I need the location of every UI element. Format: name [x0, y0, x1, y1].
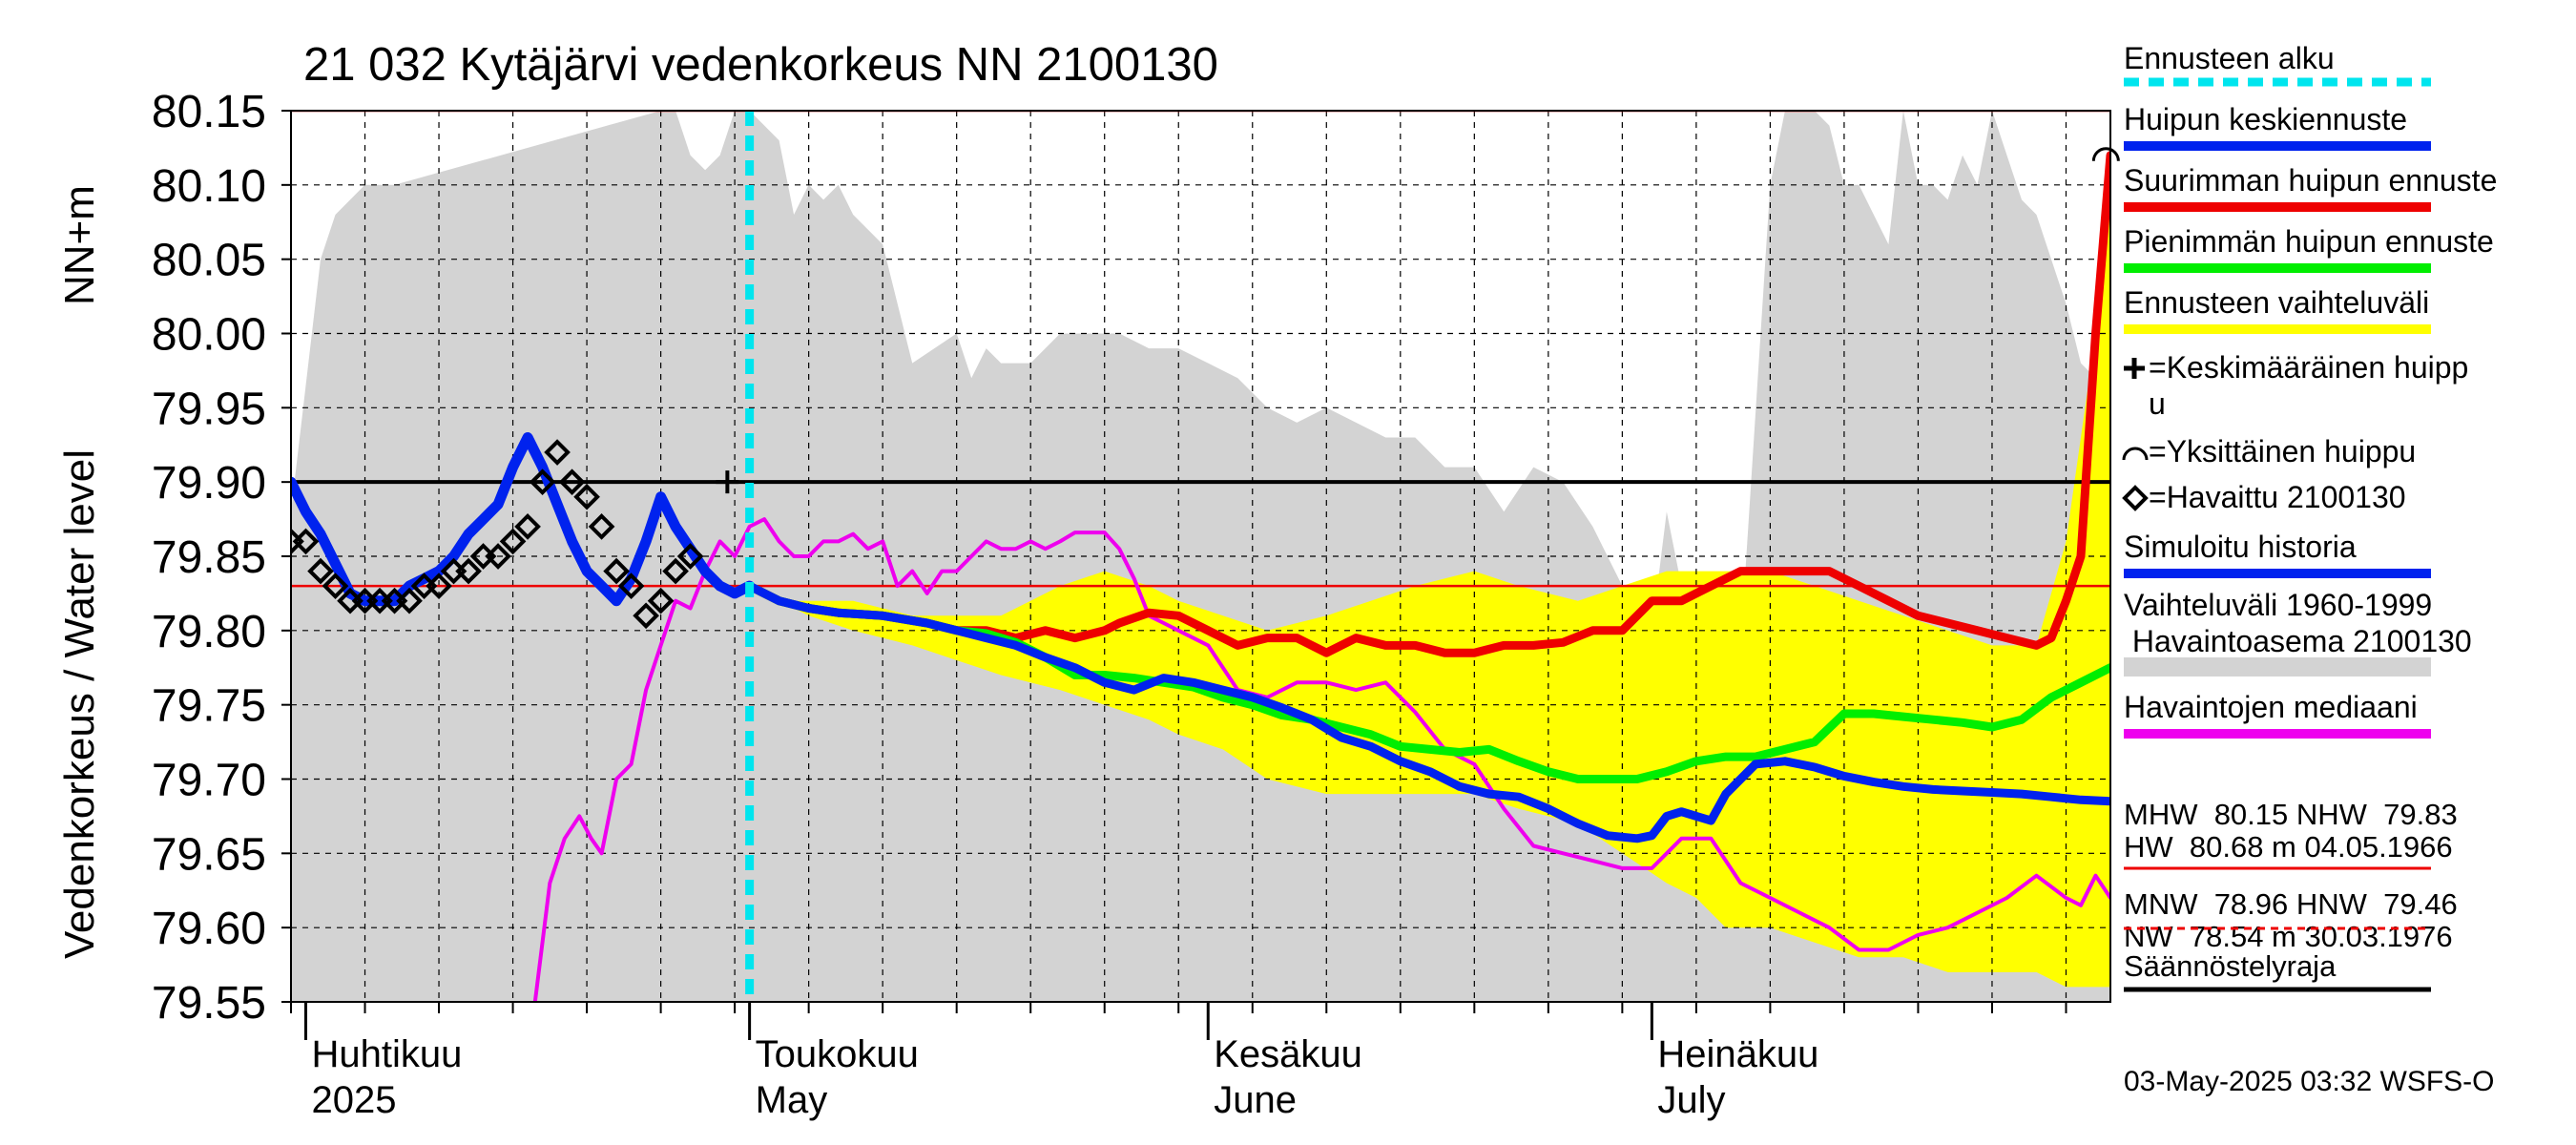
mean-peak-marker: [716, 470, 739, 494]
axes: 80.15 80.10 80.05 80.00 79.95 79.90 79.85 79.80…: [152, 87, 2111, 1121]
legend-havaittu-2100130-swatch: [2122, 485, 2149, 511]
observed-point: [603, 557, 630, 585]
observed-point: [662, 557, 689, 585]
month-label-fi: Kesäkuu: [1214, 1033, 1362, 1075]
y-tick-label: 79.90: [152, 458, 266, 509]
month-label-en: July: [1657, 1079, 1725, 1121]
y-axis-label: Vedenkorkeus / Water level: [56, 449, 103, 959]
legend-suurimman-huipun-ennuste-label: Suurimman huipun ennuste: [2124, 163, 2497, 198]
legend-vaihteluv-li-1960-1999-label: Vaihteluväli 1960-1999: [2124, 588, 2432, 622]
single-peak-marker: [2091, 147, 2120, 161]
observed-point: [558, 468, 586, 495]
legend-yksitt-inen-huippu-label: =Yksittäinen huippu: [2149, 434, 2416, 468]
month-label-fi: Huhtikuu: [312, 1033, 463, 1075]
legend-keskim-r-inen-huipp-swatch: [2124, 358, 2145, 379]
observed-point: [514, 513, 541, 540]
legend-havaittu-2100130-label: =Havaittu 2100130: [2149, 480, 2406, 514]
legend: Ennusteen alku Huipun keskiennuste Suurimm…: [2122, 41, 2497, 739]
y-tick-label: 80.15: [152, 87, 266, 137]
y-tick-label: 80.10: [152, 161, 266, 212]
y-tick-label: 80.05: [152, 236, 266, 286]
legend-yksitt-inen-huippu-swatch: [2122, 447, 2149, 461]
observed-point: [485, 543, 511, 570]
observed-point: [633, 602, 659, 630]
series-havaintojen-mediaani: [532, 517, 2110, 1002]
stats-hw: HW 80.68 m 04.05.1966: [2124, 830, 2453, 864]
legend-huipun-keskiennuste-label: Huipun keskiennuste: [2124, 102, 2407, 136]
legend-keskim-r-inen-huipp-label-2: u: [2149, 386, 2166, 421]
observed-point: [529, 468, 556, 495]
legend-ennusteen-vaihteluv-li-label: Ennusteen vaihteluväli: [2124, 285, 2429, 320]
stats-mnw-hnw: MNW 78.96 HNW 79.46: [2124, 887, 2458, 921]
observed-point: [292, 528, 320, 555]
legend-keskim-r-inen-huipp-label: =Keskimääräinen huipp: [2149, 350, 2468, 385]
timestamp: 03-May-2025 03:32 WSFS-O: [2124, 1066, 2495, 1097]
month-label-en: June: [1214, 1079, 1297, 1121]
month-label-en: 2025: [312, 1079, 397, 1121]
plot-area: [291, 111, 2120, 1002]
legend-simuloitu-historia-label: Simuloitu historia: [2124, 530, 2357, 564]
month-label-en: May: [756, 1079, 828, 1121]
y-tick-label: 79.85: [152, 532, 266, 583]
y-tick-label: 79.70: [152, 756, 266, 806]
y-axis-unit: NN+m: [56, 185, 103, 305]
stats-nw: NW 78.54 m 30.03.1976: [2124, 920, 2453, 953]
observed-point: [588, 513, 615, 540]
y-tick-label: 79.55: [152, 978, 266, 1029]
month-label-fi: Toukokuu: [756, 1033, 919, 1075]
chart-title: 21 032 Kytäjärvi vedenkorkeus NN 2100130: [303, 39, 1218, 91]
observed-point: [573, 483, 600, 510]
observed-point: [499, 528, 527, 555]
legend-vaihteluv-li-1960-1999-swatch: [2124, 657, 2431, 677]
observed-point: [426, 572, 452, 599]
observed-point: [617, 572, 645, 599]
y-tick-label: 79.80: [152, 607, 266, 657]
legend-ennusteen-alku-label: Ennusteen alku: [2124, 41, 2335, 75]
legend-havaintojen-mediaani-label: Havaintojen mediaani: [2124, 690, 2418, 724]
observed-point: [544, 439, 571, 466]
series-huipun-keskiennuste: [745, 581, 2110, 843]
legend-vaihteluv-li-1960-1999-label-2: Havaintoasema 2100130: [2124, 624, 2472, 658]
y-tick-label: 79.95: [152, 384, 266, 434]
observed-point: [676, 543, 704, 570]
month-label-fi: Heinäkuu: [1657, 1033, 1818, 1075]
y-tick-label: 79.65: [152, 829, 266, 880]
statistics-panel: MHW 80.15 NHW 79.83 HW 80.68 m 04.05.196…: [2124, 798, 2458, 992]
observed-point: [322, 572, 349, 599]
stats-mhw-nhw: MHW 80.15 NHW 79.83: [2124, 798, 2458, 831]
legend-pienimm-n-huipun-ennuste-label: Pienimmän huipun ennuste: [2124, 224, 2494, 259]
observed-point: [396, 587, 423, 614]
y-tick-label: 79.60: [152, 904, 266, 954]
observed-point: [307, 557, 334, 585]
plot-content: [291, 111, 2110, 1002]
observed-point: [647, 587, 675, 614]
observed-point: [455, 557, 482, 585]
y-tick-label: 80.00: [152, 310, 266, 361]
y-tick-label: 79.75: [152, 681, 266, 732]
stats-regulation-label: Säännöstelyraja: [2124, 949, 2337, 983]
